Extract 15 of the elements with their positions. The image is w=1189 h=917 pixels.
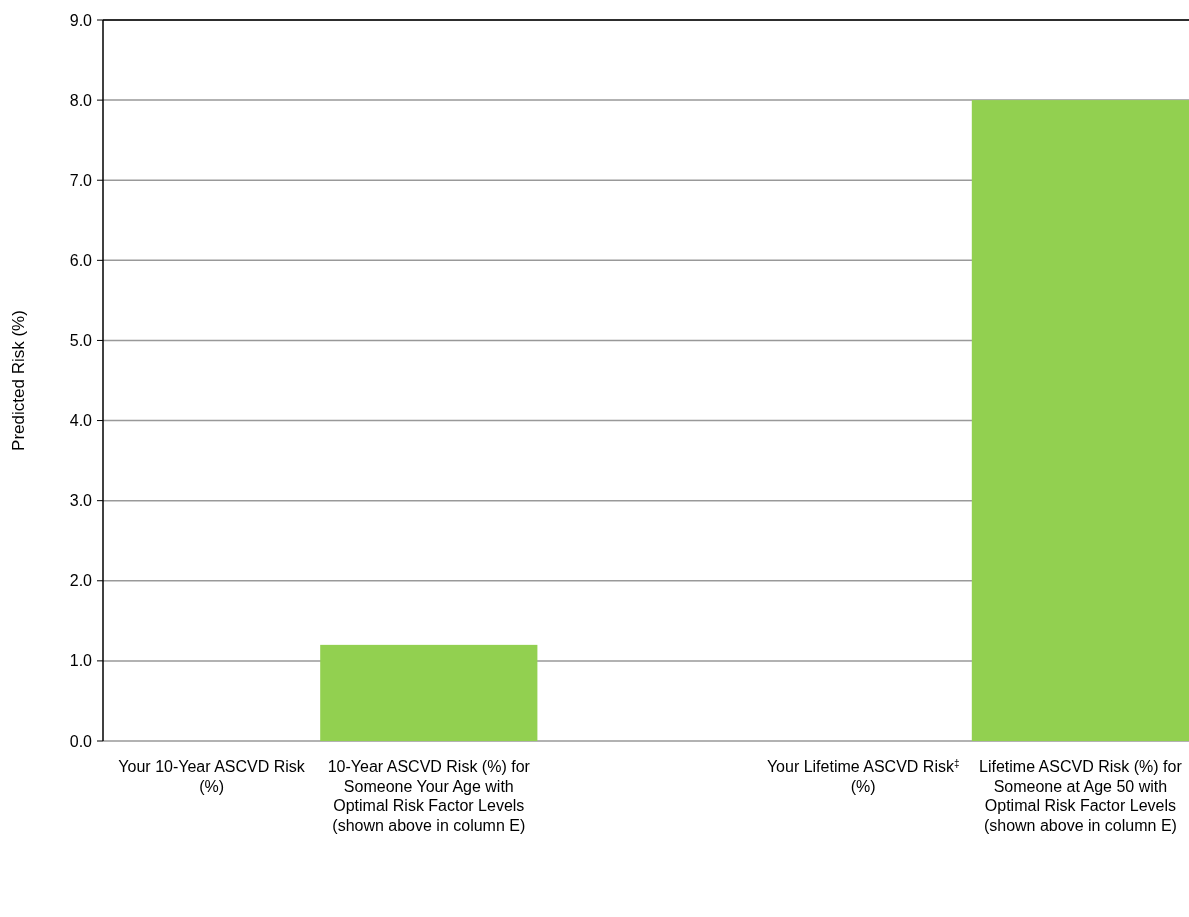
y-tick-label: 2.0 [69, 572, 93, 590]
x-tick-label: Your 10-Year ASCVD Risk (%) [118, 758, 306, 795]
y-tick-label: 6.0 [69, 251, 93, 269]
y-tick-label: 8.0 [69, 91, 93, 109]
y-tick-label: 4.0 [69, 412, 93, 430]
y-tick-label: 7.0 [69, 171, 93, 189]
y-axis-title: Predicted Risk (%) [9, 310, 28, 451]
x-tick-label: 10-Year ASCVD Risk (%) for Someone Your Age with Optimal Risk Factor Levels (shown above in column E) [327, 758, 531, 834]
y-tick-label: 9.0 [69, 11, 93, 29]
x-tick-label: Lifetime ASCVD Risk (%) for Someone at Age 50 with Optimal Risk Factor Levels (shown above in column E) [979, 758, 1183, 834]
category-label: Your Lifetime ASCVD Risk$^{‡}$ (%) [766, 757, 960, 795]
y-tick-label: 0.0 [69, 732, 93, 750]
y-tick-label: 5.0 [69, 332, 93, 350]
y-tick-label: 1.0 [69, 652, 93, 670]
y-tick-label: 3.0 [69, 492, 93, 510]
